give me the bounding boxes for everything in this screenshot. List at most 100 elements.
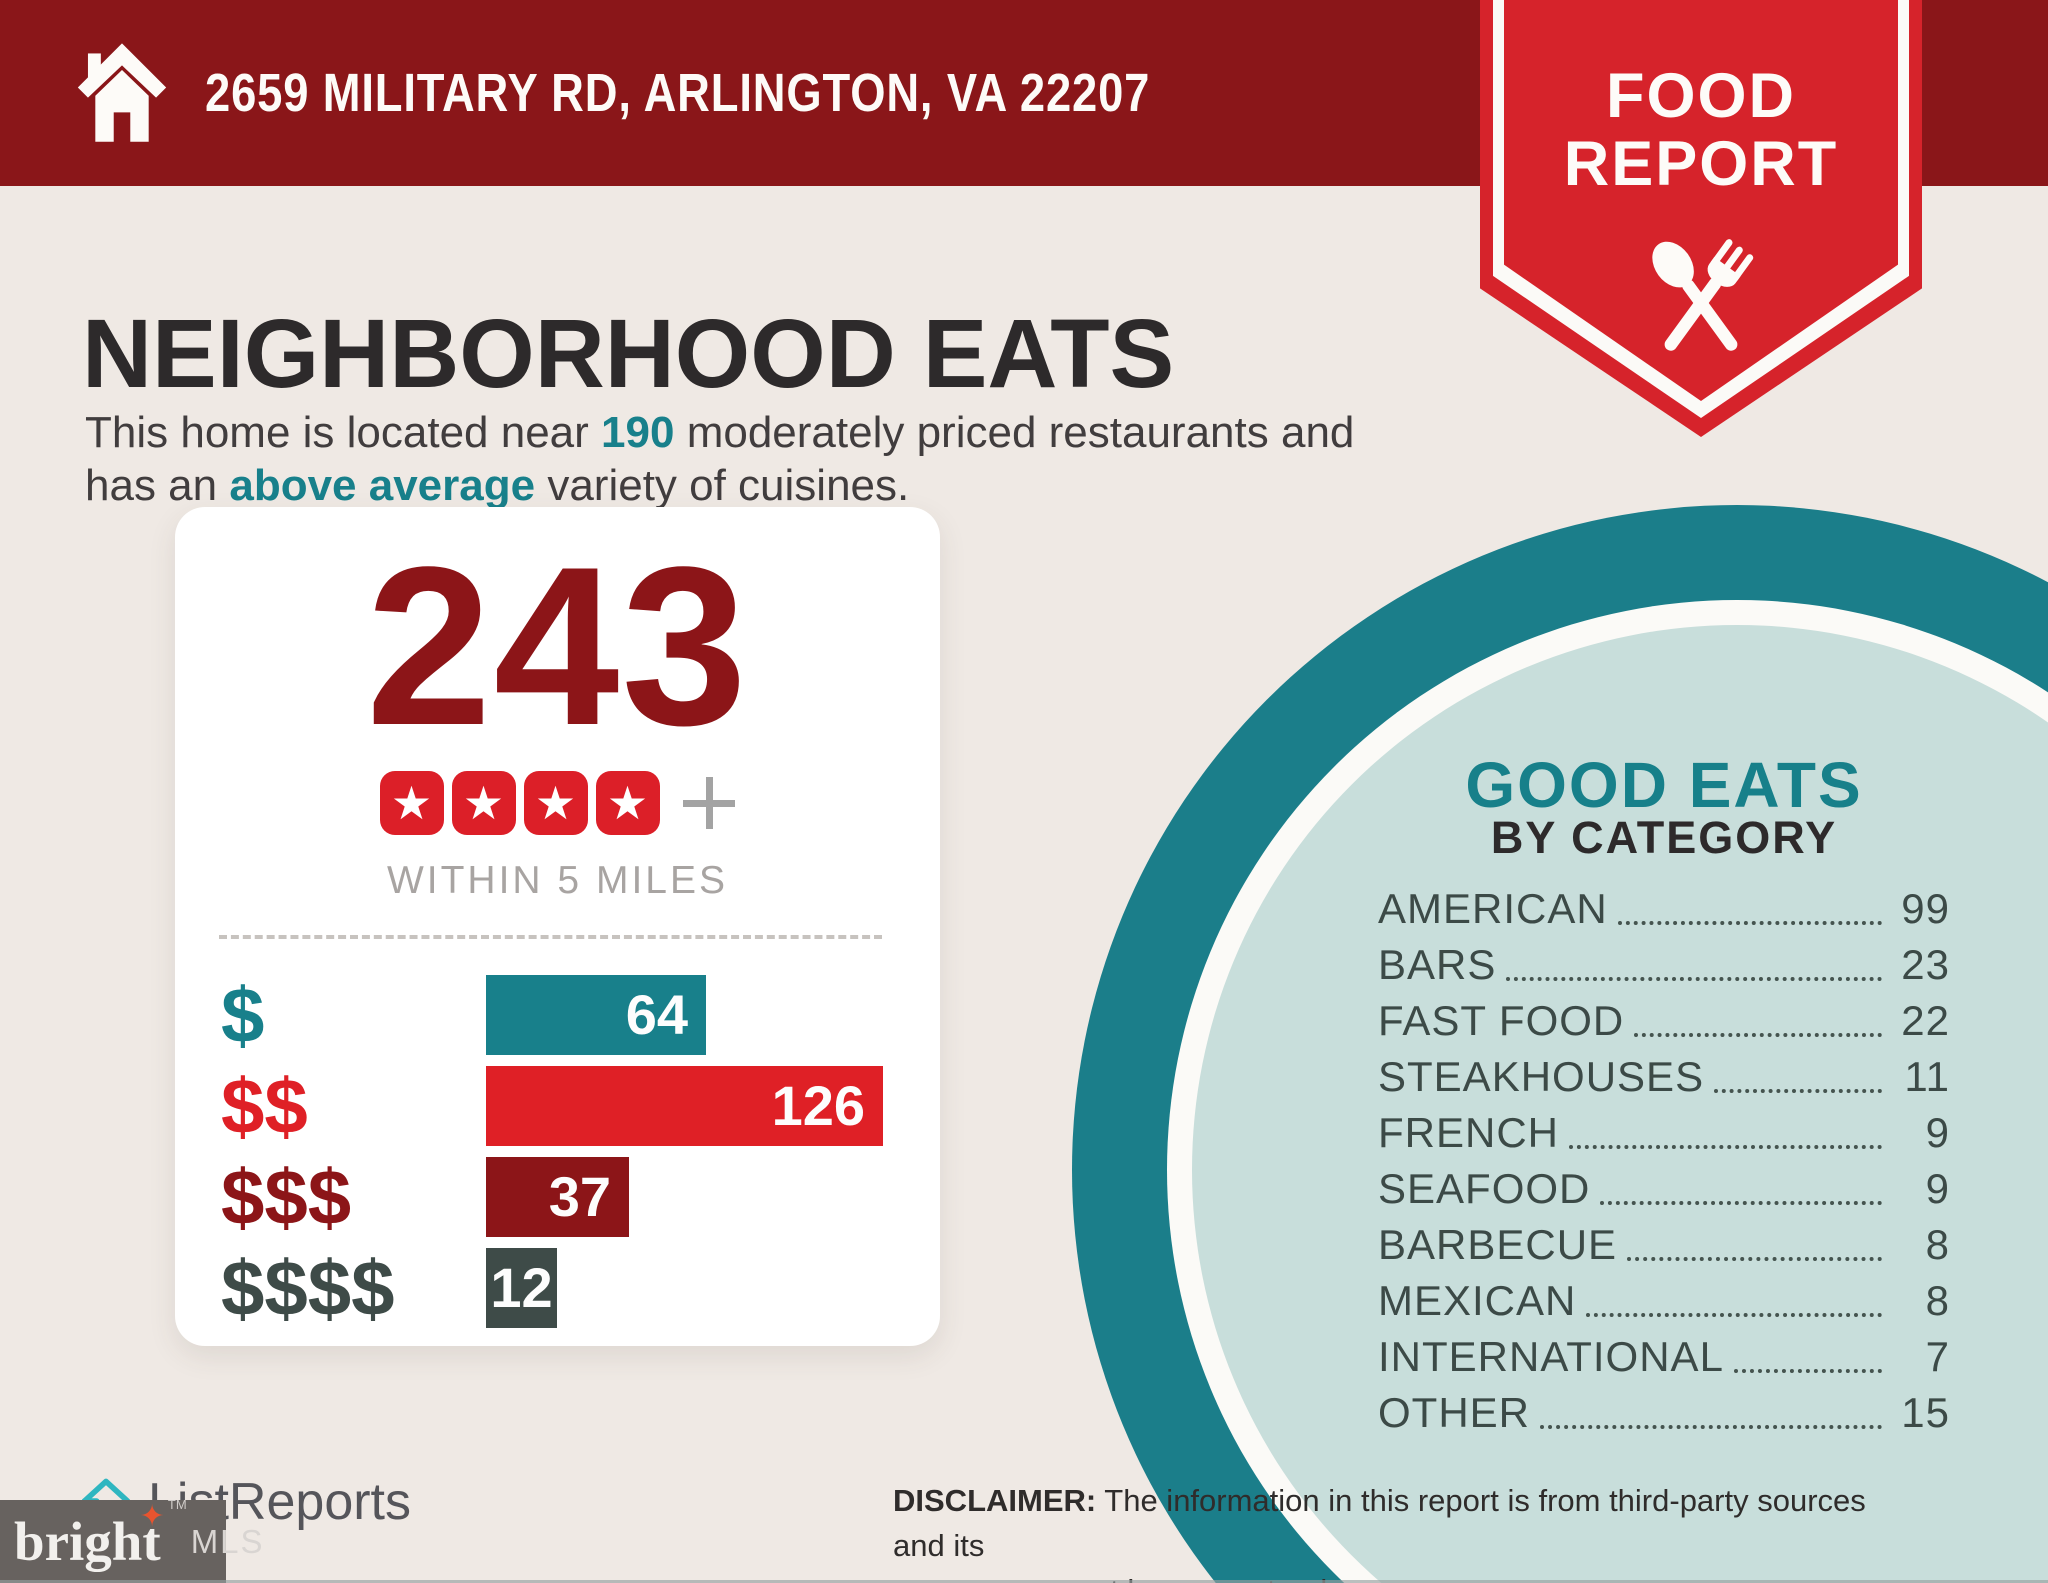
good-eats-title: GOOD EATS (1465, 749, 1863, 821)
category-label: AMERICAN (1378, 885, 1608, 932)
dotted-leader (1714, 1089, 1882, 1093)
category-label: OTHER (1378, 1389, 1530, 1436)
category-row: FAST FOOD 22 (1378, 1000, 1950, 1042)
category-label: FAST FOOD (1378, 997, 1625, 1044)
rating-star-tile: ★ (595, 771, 660, 835)
price-tier-label: $$ (221, 1062, 308, 1150)
dotted-leader (1540, 1425, 1882, 1429)
category-label: FRENCH (1378, 1109, 1559, 1156)
category-row: BARS 23 (1378, 944, 1950, 986)
category-value: 9 (1925, 1109, 1950, 1156)
category-value: 23 (1901, 941, 1950, 988)
intro-seg1: This home is located near (85, 408, 602, 457)
property-address: 2659 MILITARY RD, ARLINGTON, VA 22207 (205, 63, 1151, 123)
price-tier-row: $$ 126 (175, 1066, 940, 1146)
price-tier-label: $ (221, 971, 265, 1059)
dotted-leader (1586, 1313, 1882, 1317)
disclaimer-line2: accuracy cannot be guaranteed. (893, 1573, 1336, 1583)
category-value: 22 (1901, 997, 1950, 1044)
crossed-spoon-fork-icon (1652, 239, 1754, 351)
star-icon: ★ (606, 777, 649, 829)
category-row: SEAFOOD 9 (1378, 1168, 1950, 1210)
dotted-leader (1506, 977, 1882, 981)
disclaimer-label: DISCLAIMER: (893, 1483, 1097, 1518)
house-icon (77, 43, 167, 142)
rating-star-tile: ★ (379, 771, 444, 835)
ribbon-title-line1: FOOD (1606, 61, 1796, 131)
summary-card: 243 ★ ★ ★ ★ WITHIN 5 MILES $64 $$ 126 $$$ 37 $$$… (175, 507, 940, 1346)
radius-caption: WITHIN 5 MILES (386, 859, 729, 902)
bright-wordmark: bright ✦ TM (14, 1498, 187, 1572)
star-icon: ★ (534, 777, 577, 829)
category-label: BARS (1378, 941, 1497, 988)
category-value: 15 (1901, 1389, 1950, 1436)
rating-star-tile: ★ (523, 771, 588, 835)
price-tier-row: $64 (175, 975, 940, 1055)
dotted-leader (1600, 1201, 1882, 1205)
category-row: FRENCH 9 (1378, 1112, 1950, 1154)
dashed-divider (219, 935, 882, 939)
price-tier-bar: 126 (486, 1066, 883, 1146)
bar-value-label: 126 (771, 1074, 865, 1137)
food-report-ribbon: FOOD REPORT (1480, 0, 1922, 437)
disclaimer-text: DISCLAIMER: The information in this repo… (893, 1479, 1898, 1583)
bright-mls-badge: bright ✦ TM MLS (0, 1498, 263, 1583)
good-eats-category-list: AMERICAN 99 BARS 23 FAST FOOD 22 STEAKHOUSES 11… (1378, 888, 1950, 1448)
dotted-leader (1627, 1257, 1882, 1261)
bright-text: bright (14, 1511, 161, 1572)
ribbon-title-line2: REPORT (1563, 129, 1839, 199)
category-value: 7 (1925, 1333, 1950, 1380)
sparkle-icon: ✦ (139, 1499, 165, 1534)
trademark-label: TM (167, 1497, 187, 1512)
ribbon-title: FOOD REPORT (1480, 62, 1922, 198)
intro-highlight: above average (229, 461, 536, 510)
price-tier-row: $$$$ 12 (175, 1248, 940, 1328)
dotted-leader (1617, 921, 1882, 925)
category-label: MEXICAN (1378, 1277, 1577, 1324)
category-label: BARBECUE (1378, 1221, 1618, 1268)
category-label: INTERNATIONAL (1378, 1333, 1724, 1380)
dotted-leader (1569, 1145, 1882, 1149)
star-icon: ★ (462, 777, 505, 829)
intro-seg2: moderately priced restaurants and (674, 408, 1355, 457)
intro-seg3: has an (85, 461, 230, 510)
mls-label: MLS (190, 1522, 265, 1560)
category-row: AMERICAN 99 (1378, 888, 1950, 930)
dotted-leader (1634, 1033, 1882, 1037)
category-row: STEAKHOUSES 11 (1378, 1056, 1950, 1098)
page-title: NEIGHBORHOOD EATS (82, 298, 1175, 408)
category-row: BARBECUE 8 (1378, 1224, 1950, 1266)
price-tier-bar-chart: $64 $$ 126 $$$ 37 $$$$ 12 (175, 975, 940, 1339)
bar-value-label: 12 (490, 1256, 553, 1319)
category-label: STEAKHOUSES (1378, 1053, 1705, 1100)
good-eats-subtitle: BY CATEGORY (1490, 812, 1838, 863)
price-tier-label: $$$$ (221, 1244, 395, 1332)
category-value: 8 (1925, 1221, 1950, 1268)
category-value: 8 (1925, 1277, 1950, 1324)
category-row: OTHER 15 (1378, 1392, 1950, 1434)
dotted-leader (1733, 1369, 1882, 1373)
price-tier-row: $$$ 37 (175, 1157, 940, 1237)
plus-icon (682, 776, 736, 830)
category-value: 99 (1901, 885, 1950, 932)
price-tier-bar: 37 (486, 1157, 629, 1237)
intro-text: This home is located near 190 moderately… (85, 406, 1354, 512)
category-value: 11 (1904, 1053, 1950, 1100)
total-restaurant-count: 243 (365, 519, 750, 772)
price-tier-label: $$$ (221, 1153, 352, 1241)
category-row: INTERNATIONAL 7 (1378, 1336, 1950, 1378)
rating-star-tile: ★ (451, 771, 516, 835)
category-label: SEAFOOD (1378, 1165, 1591, 1212)
intro-count: 190 (601, 408, 675, 457)
disclaimer-line1: The information in this report is from t… (893, 1483, 1866, 1563)
category-value: 9 (1925, 1165, 1950, 1212)
star-icon: ★ (390, 777, 433, 829)
price-tier-bar: 64 (486, 975, 706, 1055)
rating-row: ★ ★ ★ ★ (175, 771, 940, 835)
bar-value-label: 64 (625, 983, 688, 1046)
category-row: MEXICAN 8 (1378, 1280, 1950, 1322)
price-tier-bar: 12 (486, 1248, 557, 1328)
bar-value-label: 37 (548, 1165, 611, 1228)
intro-seg4: variety of cuisines. (535, 461, 910, 510)
